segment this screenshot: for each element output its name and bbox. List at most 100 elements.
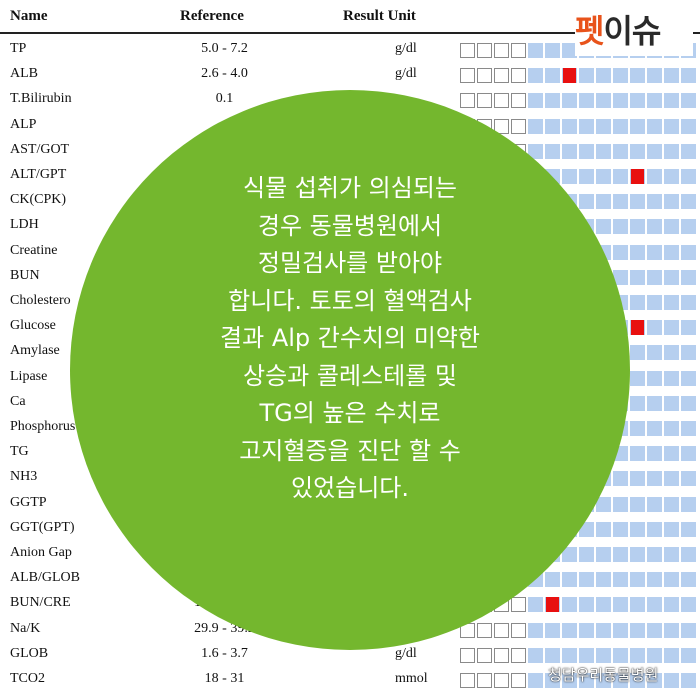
range-cell <box>681 169 696 184</box>
range-cell <box>545 647 560 663</box>
range-cell <box>647 446 662 462</box>
range-cell <box>681 93 696 109</box>
range-cell <box>613 219 628 235</box>
range-cell <box>647 118 662 134</box>
range-cell <box>681 395 696 411</box>
row-name: Ca <box>10 393 26 409</box>
row-reference: 2.6 - 4.0 <box>201 66 248 82</box>
range-cell <box>596 68 611 84</box>
row-reference: 1.6 - 3.7 <box>201 645 248 661</box>
range-cell <box>494 68 509 84</box>
range-cell <box>630 446 645 462</box>
range-cell <box>630 395 645 411</box>
range-cell <box>528 118 543 134</box>
range-cell <box>613 647 628 663</box>
row-name: LDH <box>10 217 39 233</box>
value-marker <box>546 597 559 613</box>
range-cell <box>562 673 577 688</box>
header-name: Name <box>10 8 48 24</box>
range-cell <box>681 471 696 487</box>
range-cell <box>681 446 696 462</box>
range-cell <box>630 572 645 588</box>
range-cell <box>630 471 645 487</box>
range-cell <box>613 68 628 84</box>
range-cell <box>562 647 577 663</box>
range-cell <box>596 622 611 638</box>
range-cell <box>596 521 611 537</box>
range-cell <box>562 622 577 638</box>
range-cell <box>579 118 594 134</box>
range-cell <box>613 673 628 688</box>
range-cell <box>681 320 696 336</box>
range-cell <box>579 169 594 184</box>
row-name: GGTP <box>10 494 47 510</box>
row-name: TP <box>10 41 27 56</box>
row-name: AST/GOT <box>10 141 70 157</box>
row-name: GGT(GPT) <box>10 519 75 535</box>
range-cell <box>681 421 696 436</box>
range-cell <box>664 673 679 688</box>
range-cell <box>477 68 492 84</box>
range-cell <box>681 143 696 159</box>
range-cell <box>647 673 662 688</box>
range-cell <box>647 143 662 159</box>
range-cell <box>562 547 577 562</box>
range-cell <box>681 673 696 688</box>
value-marker <box>631 320 644 336</box>
range-cell <box>647 219 662 235</box>
range-cell <box>630 68 645 84</box>
range-cell <box>681 496 696 512</box>
range-cell <box>630 622 645 638</box>
range-cell <box>613 143 628 159</box>
range-cell <box>613 471 628 487</box>
range-bar <box>460 622 700 638</box>
range-cell <box>545 572 560 588</box>
range-cell <box>511 43 526 58</box>
range-cell <box>545 673 560 688</box>
range-cell <box>630 521 645 537</box>
row-name: Anion Gap <box>10 545 72 560</box>
range-cell <box>681 345 696 361</box>
range-cell <box>596 572 611 588</box>
range-cell <box>579 194 594 210</box>
range-cell <box>596 194 611 210</box>
range-cell <box>681 219 696 235</box>
row-unit: g/dl <box>395 41 417 56</box>
logo-part-2: 이슈 <box>603 12 661 50</box>
range-cell <box>664 421 679 436</box>
range-cell <box>647 572 662 588</box>
range-cell <box>562 169 577 184</box>
range-cell <box>579 143 594 159</box>
row-name: Creatine <box>10 242 58 258</box>
range-cell <box>681 521 696 537</box>
range-cell <box>596 93 611 109</box>
range-cell <box>562 597 577 613</box>
range-cell <box>477 93 492 109</box>
range-cell <box>664 295 679 310</box>
range-cell <box>630 673 645 688</box>
range-cell <box>477 622 492 638</box>
range-cell <box>613 597 628 613</box>
range-cell <box>647 295 662 310</box>
range-cell <box>681 244 696 260</box>
range-cell <box>494 93 509 109</box>
row-name: TCO2 <box>10 671 45 686</box>
range-cell <box>664 572 679 588</box>
range-cell <box>511 597 526 613</box>
range-cell <box>579 547 594 562</box>
range-cell <box>647 68 662 84</box>
range-cell <box>596 143 611 159</box>
logo-part-1: 펫 <box>575 12 604 50</box>
range-cell <box>494 118 509 134</box>
row-name: TG <box>10 444 29 460</box>
range-cell <box>630 320 645 336</box>
range-cell <box>647 269 662 285</box>
hospital-watermark: 청담우리동물병원 <box>548 666 659 684</box>
range-cell <box>528 68 543 84</box>
range-bar <box>460 93 700 109</box>
range-cell <box>613 572 628 588</box>
range-cell <box>630 244 645 260</box>
row-name: GLOB <box>10 645 49 661</box>
row-unit: g/dl <box>395 66 417 82</box>
range-cell <box>579 597 594 613</box>
